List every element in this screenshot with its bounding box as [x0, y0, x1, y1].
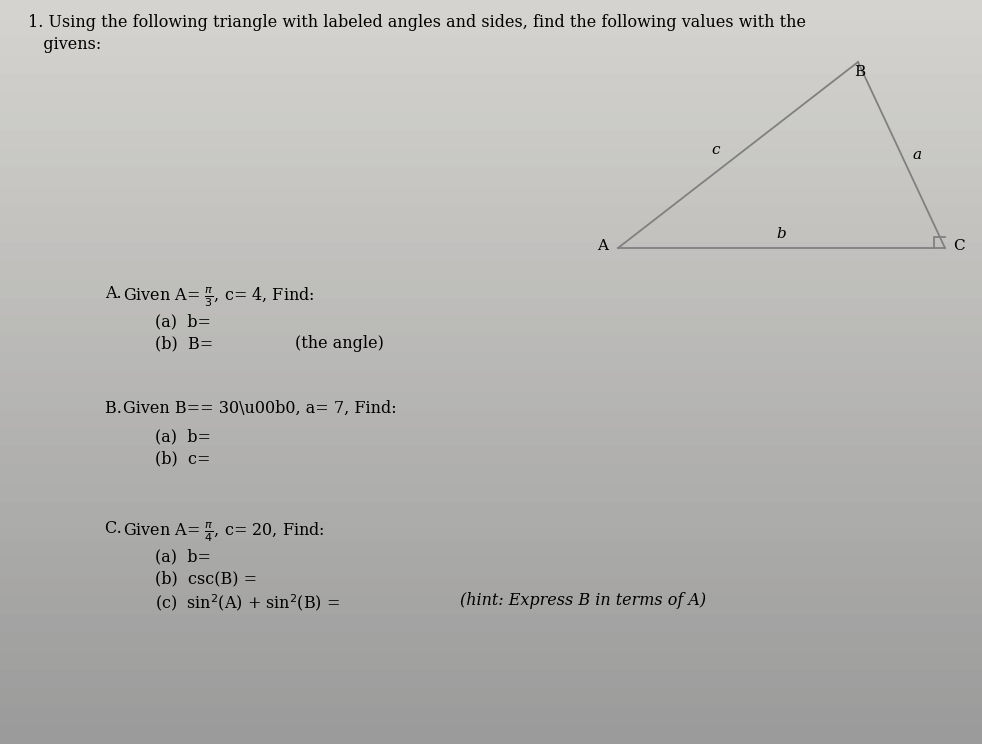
Text: givens:: givens:: [28, 36, 101, 53]
Bar: [0, 167, 982, 186]
Bar: [0, 687, 982, 707]
Text: (hint: Express B in terms of A): (hint: Express B in terms of A): [460, 592, 706, 609]
Bar: [0, 725, 982, 744]
Text: B.: B.: [105, 400, 127, 417]
Bar: [0, 36, 982, 56]
Bar: [0, 260, 982, 279]
Bar: [0, 483, 982, 502]
Bar: [0, 315, 982, 335]
Bar: [0, 632, 982, 651]
Text: Given A= $\frac{\pi}{3}$, c= 4, Find:: Given A= $\frac{\pi}{3}$, c= 4, Find:: [123, 285, 314, 309]
Bar: [0, 557, 982, 577]
Bar: [0, 241, 982, 260]
Bar: [0, 669, 982, 688]
Bar: [0, 148, 982, 167]
Bar: [0, 594, 982, 614]
Text: a: a: [913, 148, 922, 162]
Text: (b)  csc(B) =: (b) csc(B) =: [155, 570, 257, 587]
Text: B: B: [854, 65, 865, 79]
Text: C.: C.: [105, 520, 127, 537]
Bar: [0, 334, 982, 353]
Text: (b)  c=: (b) c=: [155, 450, 210, 467]
Bar: [0, 297, 982, 316]
Bar: [0, 92, 982, 112]
Text: (a)  b=: (a) b=: [155, 428, 211, 445]
Bar: [0, 576, 982, 595]
Bar: [0, 371, 982, 391]
Bar: [0, 111, 982, 130]
Bar: [0, 0, 982, 19]
Text: (a)  b=: (a) b=: [155, 313, 211, 330]
Text: Given B== 30\u00b0, a= 7, Find:: Given B== 30\u00b0, a= 7, Find:: [123, 400, 397, 417]
Bar: [0, 353, 982, 372]
Text: (c)  sin$^2$(A) + sin$^2$(B) =: (c) sin$^2$(A) + sin$^2$(B) =: [155, 592, 340, 613]
Text: (a)  b=: (a) b=: [155, 548, 211, 565]
Bar: [0, 185, 982, 205]
Text: C: C: [954, 239, 964, 253]
Bar: [0, 74, 982, 93]
Text: b: b: [777, 227, 787, 241]
Bar: [0, 650, 982, 670]
Bar: [0, 390, 982, 409]
Bar: [0, 464, 982, 484]
Bar: [0, 520, 982, 539]
Bar: [0, 204, 982, 223]
Bar: [0, 446, 982, 465]
Bar: [0, 129, 982, 149]
Bar: [0, 613, 982, 632]
Text: (b)  B=: (b) B=: [155, 335, 213, 352]
Bar: [0, 222, 982, 242]
Text: c: c: [712, 143, 720, 157]
Bar: [0, 539, 982, 558]
Text: A: A: [597, 239, 609, 253]
Bar: [0, 408, 982, 428]
Bar: [0, 55, 982, 74]
Text: 1. Using the following triangle with labeled angles and sides, find the followin: 1. Using the following triangle with lab…: [28, 14, 806, 31]
Bar: [0, 501, 982, 521]
Bar: [0, 706, 982, 725]
Text: (the angle): (the angle): [295, 335, 384, 352]
Bar: [0, 278, 982, 298]
Text: Given A= $\frac{\pi}{4}$, c= 20, Find:: Given A= $\frac{\pi}{4}$, c= 20, Find:: [123, 520, 325, 544]
Bar: [0, 427, 982, 446]
Bar: [0, 18, 982, 37]
Text: A.: A.: [105, 285, 127, 302]
